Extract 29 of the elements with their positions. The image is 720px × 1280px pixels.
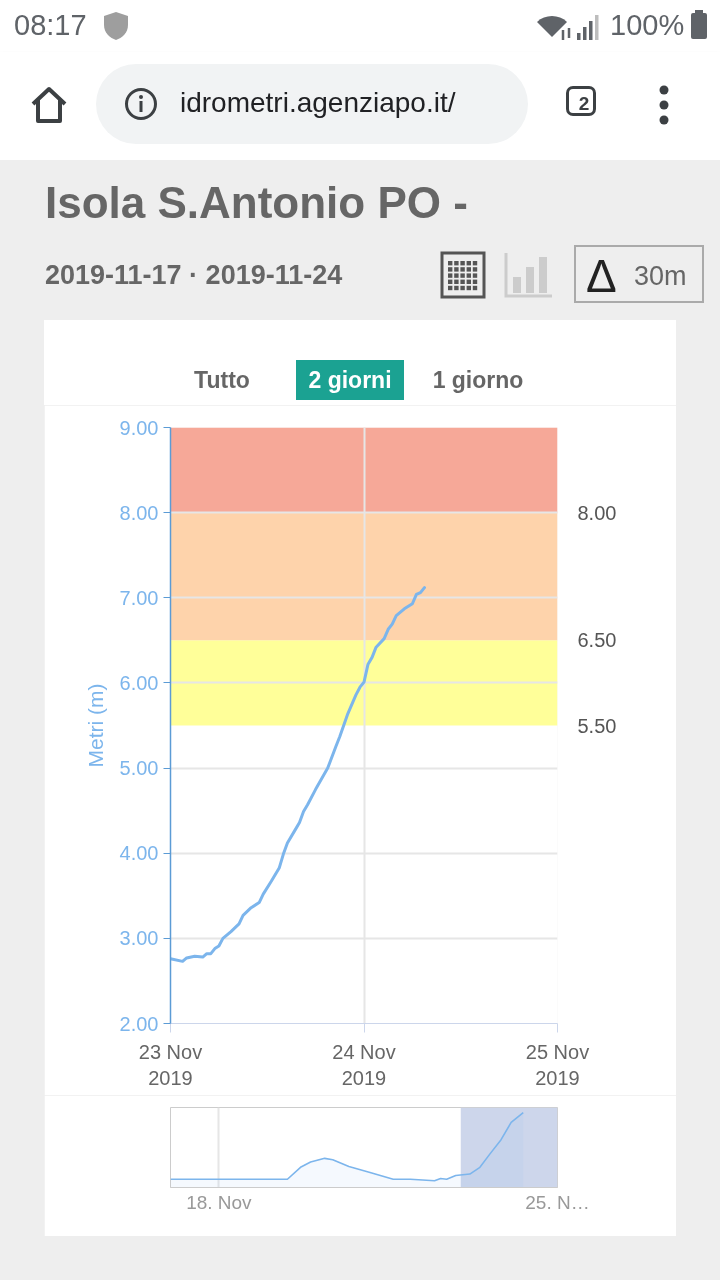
x-tick-label: 25 Nov 2019	[525, 1040, 590, 1089]
chart-title: Isola S.Antonio PO -	[45, 177, 468, 229]
x-tick-label: 25. N…	[525, 1191, 590, 1213]
y-tick-label: 3.00	[119, 927, 159, 950]
text: Tutto	[193, 366, 251, 394]
band-label: 6.50	[577, 629, 617, 652]
y-tick-label: 4.00	[119, 842, 159, 865]
y-tick-label: 6.00	[119, 671, 159, 694]
band-label: 8.00	[577, 501, 617, 524]
band-label: 5.50	[577, 714, 617, 737]
chart-subtitle: 2019-11-17 · 2019-11-24	[45, 259, 343, 292]
y-tick-label: 2.00	[119, 1012, 159, 1035]
text: 100%	[610, 8, 685, 42]
y-axis-title: Metri (m)	[83, 683, 107, 768]
text: 1 giorno	[431, 366, 525, 394]
y-tick-label: 9.00	[119, 416, 159, 439]
y-tick-label: 8.00	[119, 501, 159, 524]
text: Δ	[586, 249, 617, 303]
x-tick-label: 23 Nov 2019	[138, 1040, 203, 1089]
text: 2	[569, 89, 599, 119]
x-tick-label: 18. Nov	[186, 1191, 253, 1213]
x-tick-label: 24 Nov 2019	[332, 1040, 396, 1089]
text: 30m	[634, 260, 687, 293]
text: 08:17	[14, 8, 87, 42]
y-tick-label: 7.00	[119, 586, 159, 609]
text: idrometri.agenziapo.it/	[180, 86, 456, 120]
line-series	[170, 586, 426, 963]
y-tick-label: 5.00	[119, 757, 159, 780]
text: 2 giorni	[307, 366, 393, 394]
